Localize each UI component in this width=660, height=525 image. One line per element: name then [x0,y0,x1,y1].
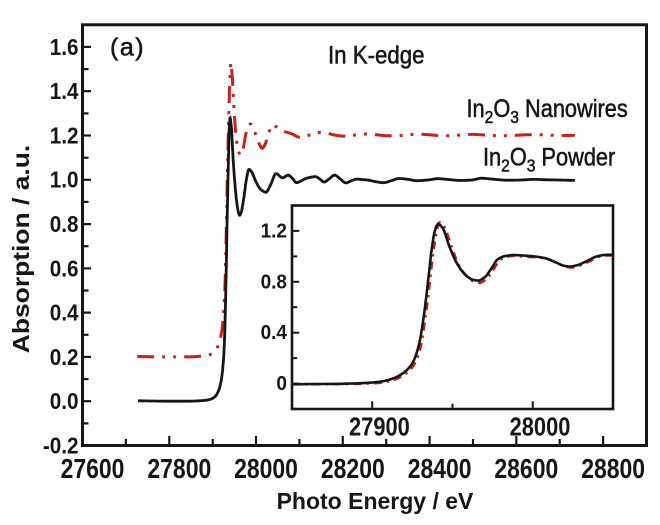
svg-text:0.8: 0.8 [50,211,79,237]
svg-text:Photo Energy / eV: Photo Energy / eV [277,488,474,514]
svg-text:(a): (a) [110,34,145,62]
svg-text:27600: 27600 [61,454,125,485]
svg-text:28400: 28400 [408,454,472,485]
svg-text:0.6: 0.6 [50,255,79,281]
svg-text:28000: 28000 [510,413,571,442]
svg-text:1.4: 1.4 [50,78,80,104]
svg-text:0.4: 0.4 [261,322,288,345]
svg-text:27800: 27800 [147,454,211,485]
svg-text:In K-edge: In K-edge [328,42,424,69]
svg-text:28800: 28800 [581,454,645,485]
svg-text:1.2: 1.2 [50,122,79,148]
svg-text:0.0: 0.0 [50,388,79,414]
svg-text:1.0: 1.0 [50,167,79,193]
svg-text:0.2: 0.2 [50,344,79,370]
svg-text:0.4: 0.4 [50,299,80,325]
svg-text:28200: 28200 [321,454,385,485]
svg-text:28600: 28600 [494,454,558,485]
svg-text:Absorption / a.u.: Absorption / a.u. [10,145,35,353]
svg-text:In2O3 Nanowires: In2O3 Nanowires [467,95,628,128]
svg-text:1.6: 1.6 [50,34,79,60]
svg-text:0.8: 0.8 [261,271,288,294]
svg-text:28000: 28000 [234,454,298,485]
svg-text:-0.2: -0.2 [43,432,79,458]
svg-text:1.2: 1.2 [261,220,288,243]
svg-text:0: 0 [276,373,287,396]
svg-text:27900: 27900 [349,413,410,442]
